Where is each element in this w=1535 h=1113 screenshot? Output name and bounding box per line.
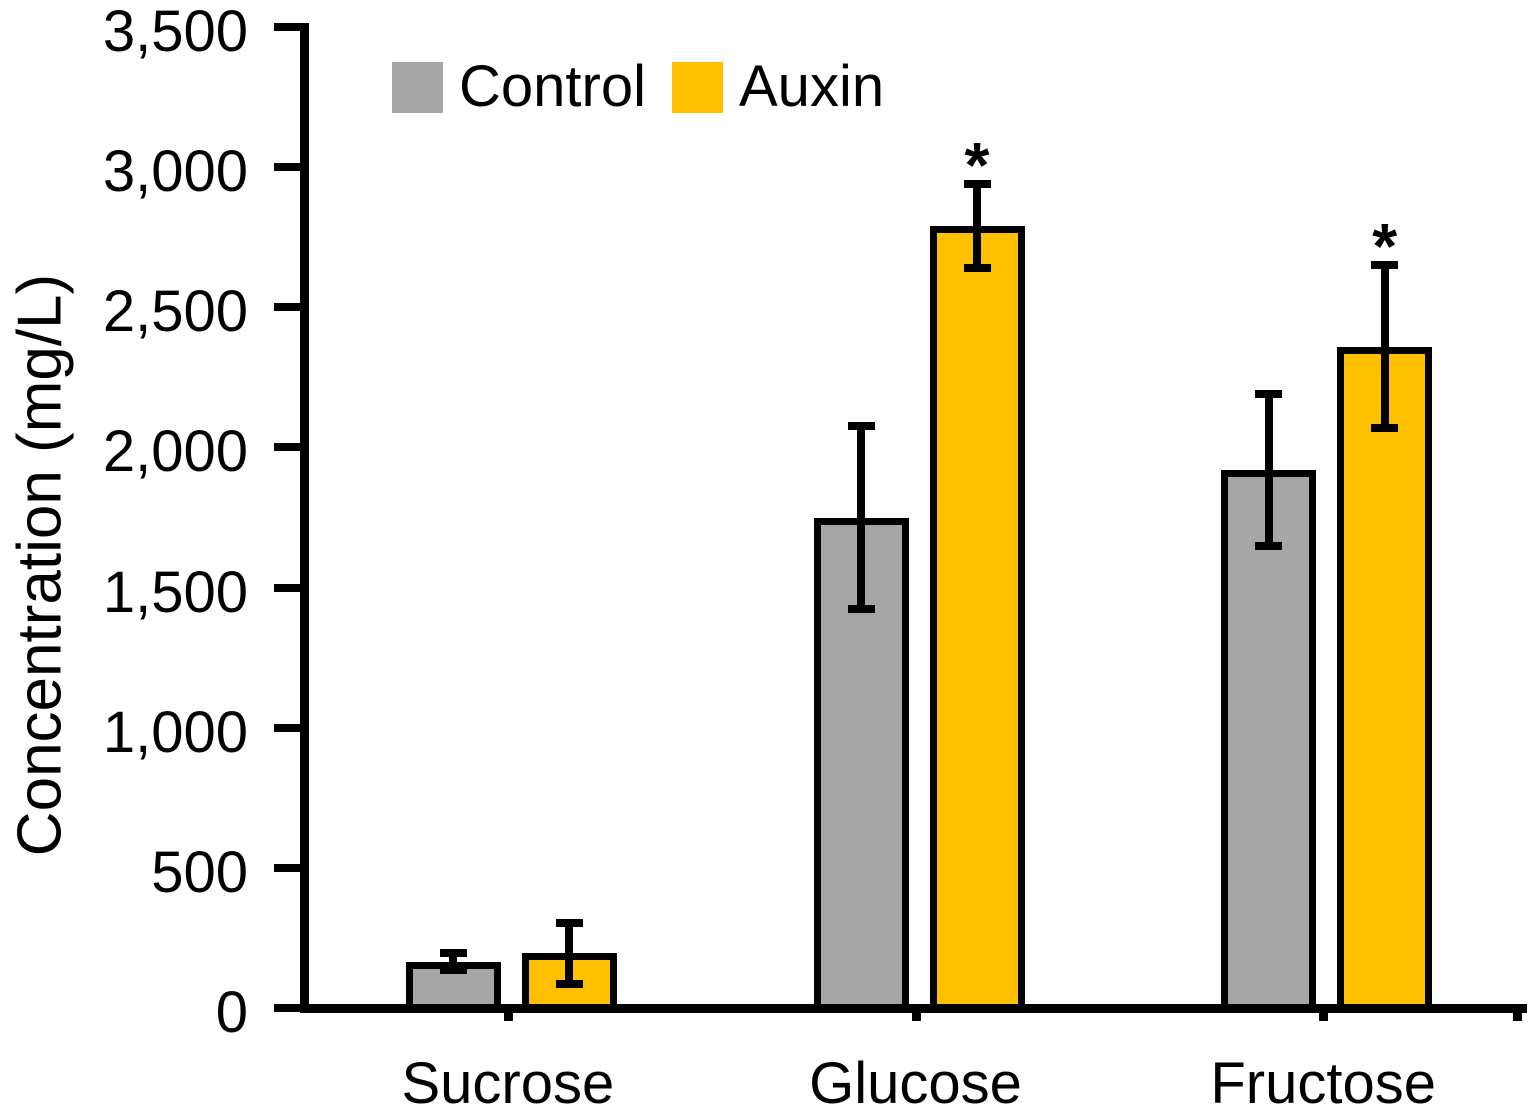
y-axis-tick	[274, 863, 300, 872]
legend-swatch-auxin	[672, 61, 723, 113]
y-axis-tick-label: 2,000	[102, 419, 248, 485]
error-bar-auxin-sucrose	[565, 922, 574, 985]
error-bar-cap-top-auxin-fructose	[1371, 261, 1399, 270]
x-axis-tick	[1319, 1009, 1329, 1021]
bar-auxin-glucose	[929, 226, 1025, 1012]
legend-item-auxin: Auxin	[672, 54, 885, 119]
error-bar-control-sucrose	[449, 953, 458, 971]
y-axis-tick-label: 500	[151, 839, 248, 905]
x-axis-end-tick	[1513, 1009, 1522, 1021]
x-axis-line	[300, 1004, 1527, 1013]
x-category-label: Sucrose	[401, 1051, 615, 1113]
error-bar-cap-bottom-auxin-fructose	[1371, 423, 1399, 432]
y-axis-tick-label: 3,000	[102, 139, 248, 205]
error-bar-cap-bottom-auxin-glucose	[963, 264, 991, 273]
x-category-label: Fructose	[1210, 1051, 1436, 1113]
error-bar-cap-top-control-sucrose	[439, 949, 467, 958]
error-bar-control-fructose	[1264, 394, 1273, 546]
legend-label-auxin: Auxin	[739, 54, 885, 119]
y-axis-tick-label: 2,500	[102, 279, 248, 345]
y-axis-tick-label: 1,500	[102, 559, 248, 625]
y-axis-tick	[274, 443, 300, 452]
y-axis-tick	[274, 1004, 300, 1012]
y-axis-tick-label: 1,000	[102, 699, 248, 765]
error-bar-cap-bottom-auxin-sucrose	[555, 980, 583, 989]
y-axis-tick-label: 3,500	[102, 0, 248, 64]
x-category-label: Glucose	[809, 1051, 1022, 1113]
y-axis-tick	[274, 583, 300, 592]
error-bar-cap-bottom-control-fructose	[1255, 541, 1283, 550]
y-axis-tick	[274, 23, 300, 31]
error-bar-control-glucose	[857, 426, 865, 609]
bar-auxin-fructose	[1337, 346, 1433, 1012]
y-axis-tick	[274, 303, 300, 312]
x-axis-tick	[503, 1009, 513, 1021]
error-bar-cap-top-control-glucose	[847, 422, 875, 431]
error-bar-cap-bottom-control-sucrose	[439, 966, 467, 975]
y-axis-tick	[274, 723, 300, 732]
legend-swatch-control	[392, 61, 443, 113]
error-bar-cap-top-auxin-sucrose	[555, 918, 583, 927]
y-axis-tick	[274, 163, 300, 172]
error-bar-cap-bottom-control-glucose	[847, 604, 875, 613]
error-bar-cap-top-control-fructose	[1255, 390, 1283, 399]
error-bar-auxin-glucose	[973, 183, 981, 269]
legend-item-control: Control	[392, 54, 646, 119]
error-bar-cap-top-auxin-glucose	[963, 179, 991, 188]
legend-label-control: Control	[459, 54, 646, 119]
x-axis-tick	[911, 1009, 921, 1021]
error-bar-auxin-fructose	[1380, 265, 1389, 428]
bar-control-fructose	[1221, 469, 1317, 1012]
y-axis-tick-label: 0	[215, 980, 248, 1045]
y-axis-line	[300, 23, 309, 1013]
